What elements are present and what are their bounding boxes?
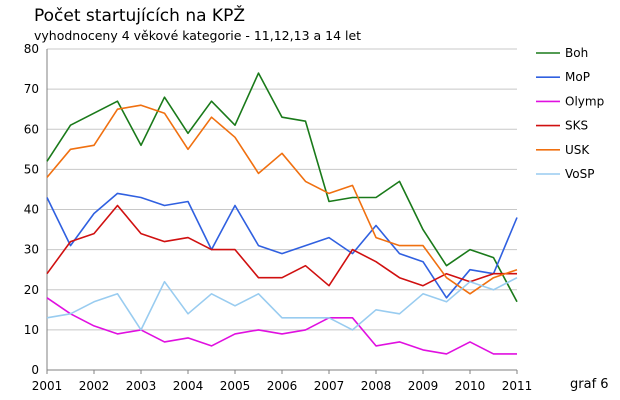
series-line-mop: [46, 192, 518, 299]
y-tick-labels: 0 10 20 30 40 50 60 70 80: [24, 42, 39, 377]
series-line-olymp: [46, 297, 517, 355]
series-line-boh: [46, 72, 518, 303]
x-tick-label: 2003: [126, 379, 157, 393]
series-line-usk: [46, 104, 518, 295]
x-tick-labels: 2001 2002 2003 2004 2005 2006 2007 2008 2009 2010…: [32, 379, 533, 393]
x-tick-label: 2011: [502, 379, 533, 393]
chart-title: Počet startujících na KPŽ: [34, 6, 245, 26]
y-tick-label: 30: [24, 243, 39, 257]
y-tick-label: 0: [31, 363, 39, 377]
series-lines: [46, 72, 518, 355]
series-line-sks: [46, 204, 517, 287]
x-tick-label: 2010: [455, 379, 486, 393]
chart-subtitle: vyhodnoceny 4 věkové kategorie - 11,12,1…: [34, 28, 362, 43]
legend-label-vosp: VoSP: [565, 167, 594, 181]
chart-note: graf 6: [570, 377, 609, 392]
x-tick-label: 2001: [32, 379, 63, 393]
x-tick-label: 2007: [314, 379, 345, 393]
legend: Boh MoP Olymp SKS USK VoSP: [536, 46, 604, 181]
y-tick-label: 80: [24, 42, 39, 56]
y-tick-label: 10: [24, 323, 39, 337]
axes: [46, 49, 518, 374]
y-tick-label: 60: [24, 122, 39, 136]
y-tick-label: 70: [24, 82, 39, 96]
y-tick-label: 50: [24, 162, 39, 176]
grid-lines: [47, 48, 517, 371]
legend-label-olymp: Olymp: [565, 94, 604, 108]
y-tick-label: 40: [24, 203, 39, 217]
legend-label-sks: SKS: [565, 119, 588, 133]
x-tick-label: 2002: [79, 379, 110, 393]
y-tick-label: 20: [24, 283, 39, 297]
x-tick-label: 2004: [173, 379, 204, 393]
legend-label-boh: Boh: [565, 46, 588, 60]
series-line-vosp: [46, 276, 518, 331]
x-tick-label: 2008: [361, 379, 392, 393]
legend-label-mop: MoP: [565, 70, 590, 84]
x-tick-label: 2009: [408, 379, 439, 393]
x-tick-label: 2005: [220, 379, 251, 393]
legend-label-usk: USK: [565, 143, 590, 157]
x-tick-label: 2006: [267, 379, 298, 393]
